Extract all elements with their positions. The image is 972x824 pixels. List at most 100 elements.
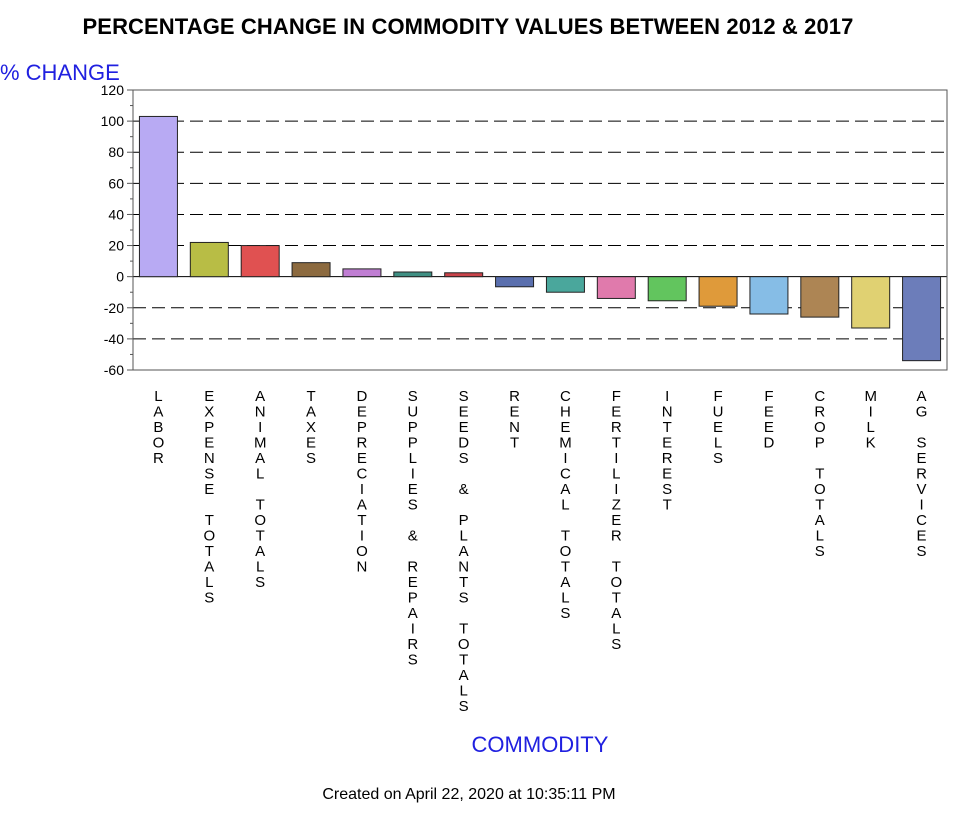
x-tick-char: R <box>357 435 368 452</box>
x-tick-char: O <box>814 481 826 498</box>
x-tick-char: I <box>411 621 415 638</box>
x-tick-char: S <box>560 605 570 622</box>
y-axis: -60 -40 -20 0 20 40 60 80 100 120 <box>101 82 133 378</box>
bar <box>545 276 585 293</box>
x-tick-char: T <box>663 419 672 436</box>
x-tick-char: E <box>764 404 774 421</box>
x-tick-char: X <box>204 404 214 421</box>
x-tick-char: O <box>814 419 826 436</box>
x-tick-char: E <box>662 435 672 452</box>
x-tick-char: O <box>560 543 572 560</box>
x-tick-char: E <box>611 512 621 529</box>
x-tick-char: C <box>560 466 571 483</box>
x-tick-char: P <box>459 512 469 529</box>
x-tick-char: E <box>764 419 774 436</box>
created-timestamp: Created on April 22, 2020 at 10:35:11 PM <box>322 786 616 803</box>
x-tick-char: C <box>560 388 571 405</box>
x-tick-char: E <box>306 435 316 452</box>
y-tick-label: 20 <box>108 238 124 254</box>
x-tick-char: A <box>306 404 316 421</box>
x-tick-char: I <box>919 497 923 514</box>
x-tick-char: A <box>408 605 418 622</box>
x-tick-char: F <box>713 388 722 405</box>
x-tick-char: A <box>560 481 570 498</box>
bars <box>138 115 942 362</box>
x-tick-char: O <box>610 574 622 591</box>
x-tick-char: R <box>509 388 520 405</box>
x-tick-char: L <box>612 466 620 483</box>
x-tick-char: T <box>612 590 621 607</box>
x-tick-char: T <box>510 435 519 452</box>
x-tick-char: M <box>864 388 877 405</box>
x-tick-char: T <box>205 543 214 560</box>
x-tick-char: S <box>917 435 927 452</box>
x-tick-char: I <box>869 404 873 421</box>
x-tick-char: T <box>256 528 265 545</box>
x-tick-char: V <box>917 481 927 498</box>
x-tick-char: P <box>408 419 418 436</box>
x-axis-label: COMMODITY <box>471 732 609 757</box>
x-tick-char: T <box>561 528 570 545</box>
x-tick-char: L <box>460 683 468 700</box>
x-tick-char: T <box>459 621 468 638</box>
y-tick-label: 120 <box>101 82 125 98</box>
y-tick-label: -60 <box>104 362 124 378</box>
x-tick-char: S <box>306 450 316 467</box>
x-tick-char: A <box>153 404 163 421</box>
bar <box>240 245 280 278</box>
x-tick-char: S <box>408 497 418 514</box>
x-tick-char: L <box>867 419 875 436</box>
x-tick-char: P <box>408 590 418 607</box>
x-tick-char: N <box>662 404 673 421</box>
x-tick-char: E <box>560 419 570 436</box>
y-tick-label: 80 <box>108 144 124 160</box>
x-tick-char: O <box>254 512 266 529</box>
x-tick-char: L <box>256 466 264 483</box>
x-tick-char: E <box>204 481 214 498</box>
x-tick-char: X <box>306 419 316 436</box>
x-tick-char: S <box>662 481 672 498</box>
x-tick-char: O <box>153 435 165 452</box>
x-tick-char: N <box>357 559 368 576</box>
x-tick-char: T <box>205 512 214 529</box>
x-tick-char: P <box>815 435 825 452</box>
x-tick-char: Z <box>612 497 621 514</box>
x-tick-char: A <box>560 574 570 591</box>
x-tick-char: O <box>356 543 368 560</box>
bar <box>189 241 229 278</box>
x-tick-char: S <box>459 388 469 405</box>
x-tick-char: S <box>459 450 469 467</box>
x-tick-char: S <box>459 698 469 715</box>
x-tick-char: T <box>459 574 468 591</box>
x-tick-char: T <box>357 512 366 529</box>
x-tick-char: L <box>460 528 468 545</box>
y-tick-label: 100 <box>101 113 125 129</box>
x-tick-char: E <box>459 419 469 436</box>
x-tick-char: T <box>663 497 672 514</box>
x-tick-char: E <box>408 481 418 498</box>
x-tick-char: D <box>458 435 469 452</box>
x-tick-char: R <box>611 528 622 545</box>
x-tick-char: A <box>357 497 367 514</box>
x-tick-char: N <box>204 450 215 467</box>
bar <box>138 115 178 278</box>
x-tick-char: O <box>458 636 470 653</box>
x-tick-char: S <box>611 636 621 653</box>
y-tick-label: -40 <box>104 331 124 347</box>
plot-frame <box>132 89 948 371</box>
bar <box>444 272 484 278</box>
x-tick-char: T <box>459 652 468 669</box>
x-tick-char: S <box>408 388 418 405</box>
x-tick-char: E <box>204 435 214 452</box>
x-tick-char: I <box>360 481 364 498</box>
x-tick-char: E <box>917 528 927 545</box>
x-tick-char: F <box>764 388 773 405</box>
x-tick-char: L <box>154 388 162 405</box>
